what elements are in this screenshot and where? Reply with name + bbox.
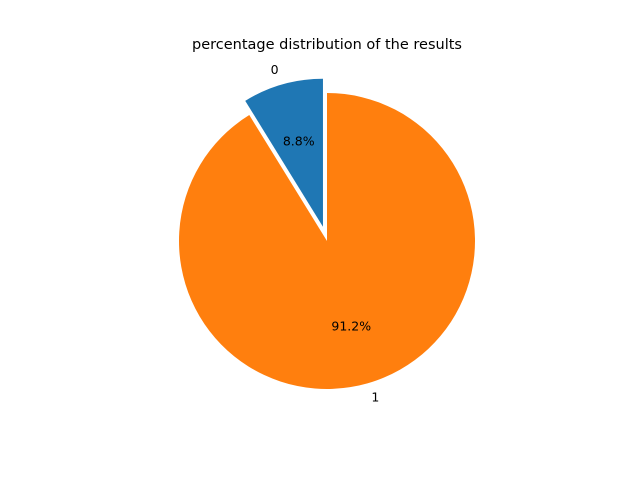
pie-slice-1 (178, 93, 475, 389)
pie-slices (178, 78, 475, 389)
chart-title: percentage distribution of the results (192, 37, 462, 53)
slice-label-1: 1 (371, 390, 379, 405)
pie-labels: 0 8.8% 1 91.2% (271, 62, 380, 404)
pct-label-1: 91.2% (331, 318, 371, 333)
pie-slice-0 (245, 78, 323, 227)
slice-label-0: 0 (271, 62, 279, 77)
pct-label-0: 8.8% (283, 133, 315, 148)
